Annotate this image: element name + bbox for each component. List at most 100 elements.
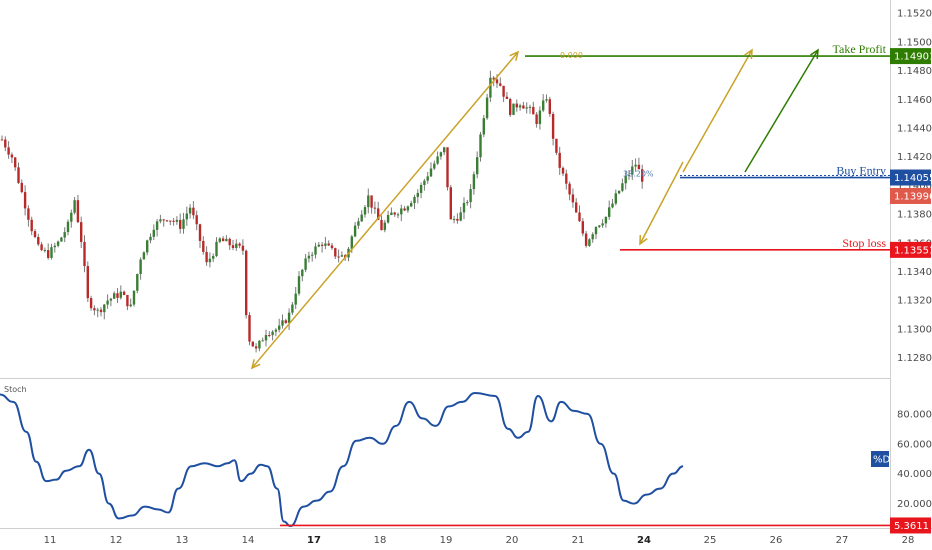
candle-body <box>113 293 116 299</box>
time-tick-label: 17 <box>307 535 321 546</box>
price-tick-label: 1.14800 <box>897 66 932 77</box>
candle-body <box>96 309 99 311</box>
candle-body <box>281 320 284 326</box>
candle-body <box>50 247 53 258</box>
candle-body <box>188 207 192 214</box>
candle-body <box>400 208 403 215</box>
candle-body <box>33 231 37 238</box>
time-tick-label: 20 <box>506 535 519 546</box>
candle-body <box>195 215 198 225</box>
candle-body <box>264 335 268 341</box>
arrowhead <box>744 48 753 60</box>
current-price-tag-value: 1.13996 <box>894 191 932 202</box>
take-profit-tag[interactable] <box>890 48 931 65</box>
candle-body <box>476 157 479 175</box>
time-tick-label: 19 <box>440 535 453 546</box>
candle-body <box>0 139 4 141</box>
take-profit-tag-value: 1.14901 <box>894 52 932 63</box>
candle-body <box>419 185 423 193</box>
candle-body <box>509 98 512 115</box>
candle-body <box>192 207 195 216</box>
candle-body <box>535 114 538 125</box>
candle-body <box>611 203 614 208</box>
projection-arrow-green[interactable] <box>744 49 819 173</box>
candle-body <box>353 225 357 237</box>
take-profit-label: Take Profit <box>833 42 887 56</box>
candle-body <box>238 243 241 246</box>
candle-body <box>548 99 551 114</box>
candle-body <box>212 256 215 259</box>
move-arrow-2[interactable] <box>639 161 684 245</box>
candle-body <box>340 255 344 257</box>
candle-body <box>271 331 274 336</box>
buy-entry-tag[interactable] <box>890 169 931 186</box>
candle-body <box>542 100 545 111</box>
time-tick-label: 13 <box>176 535 189 546</box>
stop-loss-tag[interactable] <box>890 241 931 258</box>
candle-body <box>60 237 63 242</box>
candle-body <box>126 294 129 307</box>
candle-body <box>429 168 433 177</box>
arrowhead <box>509 50 520 61</box>
price-tick-label: 1.13800 <box>897 210 932 221</box>
stoch-y-axis[interactable]: 80.0000 60.0000 40.0000 20.0000 <box>897 409 932 510</box>
candle-body <box>202 240 205 252</box>
candle-body <box>334 248 337 257</box>
stoch-d-line[interactable] <box>0 391 684 528</box>
candlestick-series <box>0 70 644 353</box>
candle-body <box>152 229 155 237</box>
arrowhead <box>810 48 819 60</box>
candle-body <box>307 255 311 259</box>
candle-body <box>47 250 50 258</box>
candle-body <box>631 166 634 175</box>
candle-body <box>515 103 518 108</box>
candle-body <box>584 233 588 246</box>
current-price-tag[interactable] <box>890 187 931 204</box>
candle-body <box>403 208 406 211</box>
time-x-axis[interactable]: 11 12 13 14 17 18 19 20 21 24 25 26 27 28 <box>44 535 915 546</box>
projection-arrow-gold[interactable] <box>682 49 753 173</box>
candle-body <box>604 216 608 224</box>
candle-body <box>10 154 14 158</box>
candle-body <box>122 291 126 295</box>
stoch-d-tag[interactable] <box>871 451 889 467</box>
stoch-level-tag[interactable] <box>890 517 931 534</box>
candle-body <box>472 174 476 190</box>
price-tags: 1.14901 1.14055 1.13996 1.13551 <box>890 48 932 258</box>
time-tick-label: 27 <box>836 535 849 546</box>
candle-body <box>149 236 152 241</box>
candle-body <box>241 245 245 251</box>
candle-body <box>571 194 575 203</box>
candle-body <box>393 212 396 215</box>
move-arrow-1[interactable] <box>251 51 519 369</box>
candle-body <box>456 218 459 221</box>
candle-body <box>40 244 43 251</box>
candle-body <box>63 232 66 238</box>
candle-body <box>380 219 383 231</box>
candle-body <box>627 174 631 176</box>
time-tick-label: 24 <box>637 535 651 546</box>
candle-body <box>459 212 462 221</box>
candle-body <box>30 219 33 232</box>
candle-body <box>228 238 231 246</box>
candle-body <box>443 147 446 153</box>
candle-body <box>575 202 578 213</box>
candle-body <box>314 246 317 255</box>
candle-body <box>4 139 7 148</box>
candle-body <box>169 220 172 222</box>
candle-body <box>254 346 258 349</box>
candle-body <box>386 215 390 223</box>
candle-body <box>27 208 30 220</box>
candle-body <box>624 175 627 184</box>
candle-body <box>363 207 367 215</box>
candle-body <box>274 329 278 332</box>
candle-body <box>499 83 502 86</box>
buy-entry-tag-value: 1.14055 <box>894 173 932 184</box>
candle-body <box>311 254 314 256</box>
candle-body <box>512 103 515 115</box>
time-tick-label: 28 <box>902 535 915 546</box>
candle-body <box>251 341 254 347</box>
candle-body <box>413 196 416 204</box>
candle-body <box>99 309 103 313</box>
